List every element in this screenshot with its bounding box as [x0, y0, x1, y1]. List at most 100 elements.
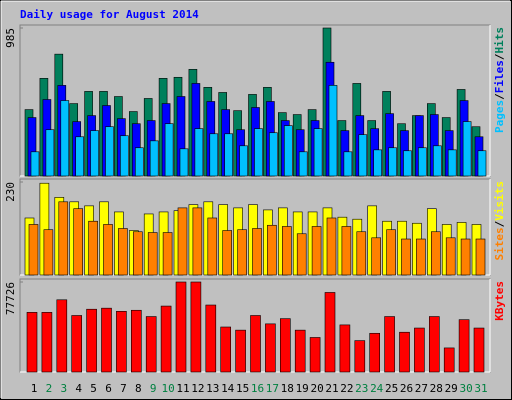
bar [120, 135, 129, 177]
legend: KBytes [493, 281, 506, 321]
bar [384, 316, 395, 373]
y-tick-label: 230 [4, 182, 17, 202]
bar [269, 132, 278, 177]
bar [460, 238, 471, 276]
bar [145, 316, 157, 373]
bar [149, 140, 159, 177]
bar [283, 125, 293, 177]
legend-separator: / [493, 220, 506, 227]
bar [279, 318, 291, 373]
x-tick-label: 9 [150, 382, 157, 395]
x-tick-label: 22 [340, 382, 353, 395]
bar [428, 316, 440, 373]
x-tick-label: 29 [445, 382, 458, 395]
bar [313, 128, 323, 177]
bar [296, 233, 307, 276]
x-tick-label: 26 [400, 382, 413, 395]
bar [401, 238, 411, 276]
bar [71, 315, 82, 373]
bar [28, 224, 39, 276]
bar [179, 148, 189, 177]
bar [239, 145, 248, 177]
bar [133, 231, 143, 276]
bar [343, 151, 353, 177]
bar [462, 121, 472, 177]
bar [324, 292, 336, 373]
bar [222, 230, 232, 276]
x-tick-label: 28 [430, 382, 443, 395]
bar [254, 128, 263, 177]
bar [414, 327, 425, 373]
bar [339, 324, 351, 373]
chart-title: Daily usage for August 2014 [20, 8, 199, 21]
x-tick-label: 17 [266, 382, 279, 395]
x-tick-label: 25 [385, 382, 398, 395]
bar [388, 147, 397, 177]
bar [131, 309, 142, 373]
bar [443, 347, 455, 373]
bar [75, 136, 84, 177]
bar [135, 147, 144, 177]
bar [56, 299, 68, 373]
x-tick-label: 1 [31, 382, 38, 395]
bar [103, 224, 113, 276]
x-tick-label: 31 [474, 382, 487, 395]
x-tick-label: 11 [176, 382, 189, 395]
bar [298, 151, 308, 177]
bar [207, 217, 218, 276]
bar [265, 323, 276, 373]
x-tick-label: 16 [251, 382, 264, 395]
bar [43, 229, 54, 276]
x-tick-label: 5 [90, 382, 97, 395]
bar [447, 149, 457, 177]
bar [160, 305, 172, 373]
legend-entry: Hits [493, 27, 506, 54]
bar [147, 232, 158, 276]
bar [328, 85, 338, 177]
bar [358, 134, 368, 177]
bar [267, 224, 277, 276]
bar [432, 145, 442, 177]
bar [224, 133, 233, 177]
x-tick-label: 12 [191, 382, 204, 395]
y-tick-label: 77726 [4, 282, 17, 315]
bar [90, 130, 99, 177]
bar [294, 329, 306, 373]
bar [235, 329, 246, 373]
bar [371, 237, 382, 276]
legend: Pages/Files/Hits [493, 27, 506, 133]
x-tick-label: 19 [296, 382, 309, 395]
bar [105, 126, 114, 177]
bar [341, 226, 352, 276]
x-tick-label: 23 [355, 382, 368, 395]
x-tick-label: 8 [135, 382, 142, 395]
bar [73, 208, 83, 276]
legend: Sites/Visits [493, 181, 506, 261]
bar [237, 229, 247, 276]
bar [30, 151, 40, 177]
bar [250, 315, 261, 373]
x-tick-label: 30 [459, 382, 472, 395]
x-tick-label: 18 [281, 382, 294, 395]
bar [326, 217, 337, 276]
bar [205, 304, 217, 373]
bar [354, 340, 366, 373]
bar [373, 149, 383, 177]
bar [311, 226, 322, 276]
bar [356, 231, 367, 276]
bar [281, 226, 292, 276]
bar [458, 319, 470, 373]
bar [403, 150, 412, 177]
bar [45, 129, 55, 177]
bar [477, 150, 487, 177]
bar [175, 281, 187, 373]
x-tick-label: 15 [236, 382, 249, 395]
x-tick-label: 7 [120, 382, 127, 395]
bar [41, 312, 53, 373]
x-tick-label: 10 [161, 382, 174, 395]
bar [164, 123, 174, 177]
bar [369, 332, 381, 373]
legend-entry: Files [493, 60, 506, 93]
bar [101, 307, 112, 373]
